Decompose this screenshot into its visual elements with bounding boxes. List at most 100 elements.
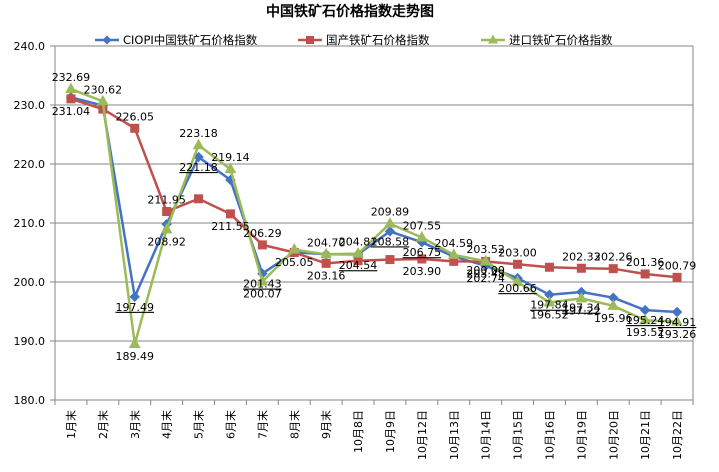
data-point-marker xyxy=(513,259,523,269)
data-point-marker xyxy=(672,272,682,282)
data-label: 208.92 xyxy=(147,235,186,248)
data-label: 202.26 xyxy=(594,251,633,264)
legend-marker xyxy=(306,36,314,44)
data-label: 197.22 xyxy=(562,304,601,317)
data-label: 200.79 xyxy=(658,259,697,272)
x-tick-label: 10月22日 xyxy=(671,410,684,460)
data-point-marker xyxy=(608,264,618,274)
data-point-marker xyxy=(479,254,492,266)
data-label: 208.58 xyxy=(371,235,410,248)
data-point-marker xyxy=(224,162,237,174)
series-layer xyxy=(65,82,683,349)
data-label: 197.49 xyxy=(116,301,155,314)
data-label: 211.55 xyxy=(211,220,250,233)
x-tick-label: 10月19日 xyxy=(575,410,588,460)
data-point-marker xyxy=(257,240,267,250)
data-label: 204.81 xyxy=(339,236,378,249)
data-point-marker xyxy=(640,269,650,279)
data-point-marker xyxy=(416,230,428,242)
data-point-marker xyxy=(544,262,554,272)
data-label-layer: 232.69 231.04 230.62 226.05 197.49 189.49 211.… xyxy=(52,71,697,363)
data-point-marker xyxy=(194,194,204,204)
data-point-marker xyxy=(128,337,141,349)
data-point-marker xyxy=(320,247,332,259)
data-point-marker xyxy=(385,255,395,265)
data-label: 206.29 xyxy=(243,227,282,240)
data-label: 201.36 xyxy=(626,256,665,269)
data-label: 195.96 xyxy=(594,312,633,325)
legend-marker xyxy=(488,34,498,44)
data-point-marker xyxy=(607,299,620,310)
data-label: 221.18 xyxy=(179,161,218,174)
legend-entry: 国产铁矿石价格指数 xyxy=(326,33,430,47)
data-label: 231.04 xyxy=(52,105,91,118)
data-label: 200.00 xyxy=(466,264,505,277)
data-label: 204.59 xyxy=(435,237,474,250)
x-tick-label: 10月16日 xyxy=(543,410,556,460)
data-label: 230.62 xyxy=(84,83,123,96)
data-label: 197.34 xyxy=(562,302,601,315)
data-point-marker xyxy=(639,313,651,325)
legend: CIOPI中国铁矿石价格指数 国产铁矿石价格指数 进口铁矿石价格指数 xyxy=(95,33,613,47)
data-point-marker xyxy=(192,138,205,150)
x-tick-label: 10月13日 xyxy=(448,410,461,460)
data-label: 203.00 xyxy=(498,246,537,259)
data-label: 202.33 xyxy=(562,250,601,263)
data-point-marker xyxy=(129,291,140,303)
series-line xyxy=(70,97,678,279)
data-label: 195.24 xyxy=(626,314,665,327)
data-label: 196.52 xyxy=(530,309,569,322)
data-label: 201.43 xyxy=(243,278,282,291)
x-tick-label: 10月9日 xyxy=(384,410,397,453)
data-label: 206.75 xyxy=(403,246,442,259)
data-label: 209.89 xyxy=(371,206,410,219)
y-tick-label: 180.0 xyxy=(14,394,46,407)
x-tick-label: 8月末 xyxy=(287,410,301,439)
data-point-marker xyxy=(160,222,173,234)
data-point-marker xyxy=(543,296,556,307)
x-tick-label: 4月末 xyxy=(160,410,174,439)
data-label: 189.49 xyxy=(116,350,155,363)
data-label: 200.66 xyxy=(498,282,537,295)
data-point-marker xyxy=(671,315,683,326)
data-point-marker xyxy=(384,226,396,237)
data-label: 200.07 xyxy=(243,288,282,301)
legend-entry: 进口铁矿石价格指数 xyxy=(509,33,613,47)
legend-marker xyxy=(102,35,112,45)
data-point-marker xyxy=(130,123,140,133)
x-tick-label: 10月8日 xyxy=(352,410,365,453)
data-label: 203.16 xyxy=(307,269,346,282)
data-label: 232.69 xyxy=(52,71,91,84)
data-label: 204.54 xyxy=(339,259,378,272)
y-tick-label: 210.0 xyxy=(14,217,46,230)
data-point-marker xyxy=(352,247,364,258)
data-label: 197.84 xyxy=(530,299,569,312)
data-label: 219.14 xyxy=(211,151,250,164)
x-tick-label: 10月15日 xyxy=(512,410,525,460)
y-tick-label: 240.0 xyxy=(14,40,46,53)
x-tick-label: 10月21日 xyxy=(639,410,652,460)
data-point-marker xyxy=(97,94,109,106)
x-tick-label: 1月末 xyxy=(64,410,78,439)
data-label: 205.05 xyxy=(275,256,314,269)
data-label: 204.70 xyxy=(307,236,346,249)
x-tick-label: 10月14日 xyxy=(480,410,493,460)
x-tick-label: 2月末 xyxy=(96,410,110,439)
x-tick-label: 6月末 xyxy=(223,410,237,439)
data-point-marker xyxy=(511,275,524,286)
data-point-marker xyxy=(256,275,269,286)
x-tick-label: 10月12日 xyxy=(416,410,429,460)
x-tick-label: 3月末 xyxy=(128,410,142,439)
data-label: 193.26 xyxy=(658,328,697,341)
y-tick-label: 230.0 xyxy=(14,99,46,112)
axis-layer: 180.0 190.0 200.0 210.0 220.0 230.0 240.0 1月末 2月… xyxy=(14,40,694,460)
x-tick-label: 5月末 xyxy=(192,410,206,439)
data-point-marker xyxy=(66,94,76,104)
data-label: 207.55 xyxy=(403,219,442,232)
data-point-marker xyxy=(417,254,427,264)
data-label: 202.74 xyxy=(466,272,505,285)
data-point-marker xyxy=(321,258,331,268)
data-label: 194.91 xyxy=(658,316,697,329)
